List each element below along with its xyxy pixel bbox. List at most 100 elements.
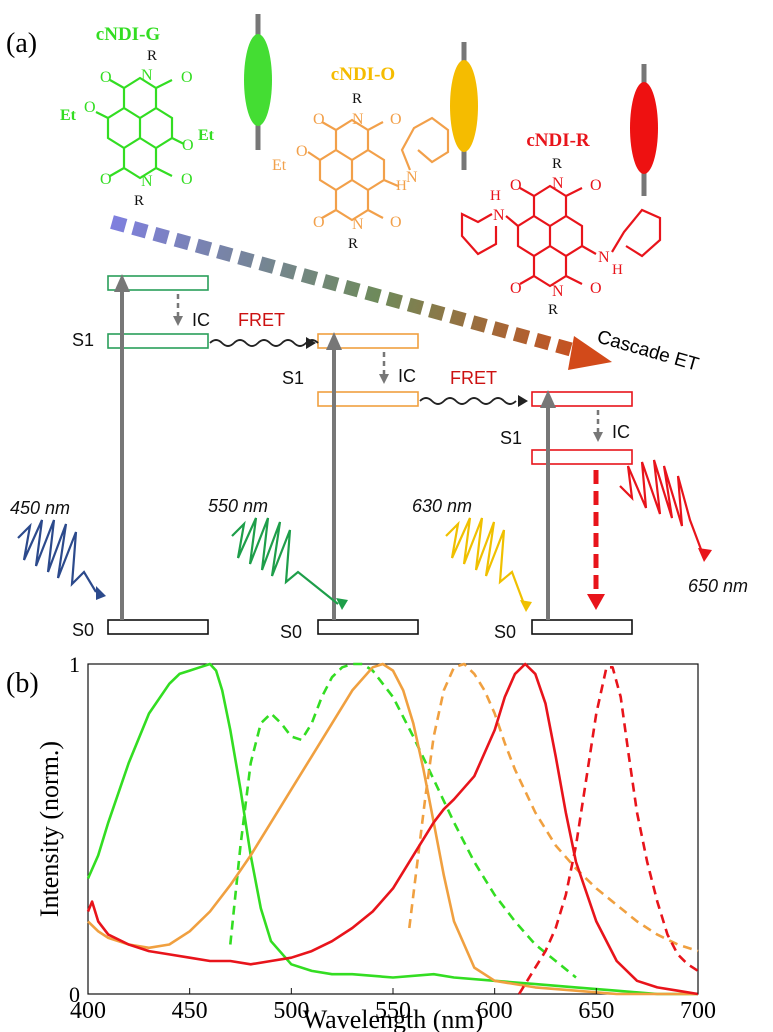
- atom-label: R: [134, 193, 144, 209]
- atom-label: N: [552, 283, 564, 300]
- ic-label-g: IC: [192, 310, 210, 330]
- fret-label-1: FRET: [238, 310, 285, 330]
- x-tick-label: 600: [477, 998, 513, 1024]
- y-tick-label: 1: [69, 652, 80, 677]
- ic-label-r: IC: [612, 422, 630, 442]
- level-o-s1-lower: [317, 391, 419, 407]
- atom-label: O: [390, 111, 402, 128]
- series-line-2: [87, 662, 698, 996]
- atom-label: R: [352, 91, 362, 107]
- s0-label-r: S0: [494, 622, 516, 642]
- light-450: [17, 519, 97, 593]
- y-axis-label: Intensity (norm.): [35, 741, 64, 917]
- atom-label: R: [147, 48, 157, 64]
- atom-label: H: [490, 188, 501, 204]
- atom-label: N: [352, 216, 364, 233]
- wl-550: 550 nm: [208, 496, 268, 516]
- level-g-s1-lower: [107, 333, 209, 349]
- chromophore-ellipse-g: [244, 14, 272, 150]
- level-o-s1-upper: [317, 333, 419, 349]
- atom-label: O: [100, 171, 112, 188]
- fret-arrows: [209, 337, 528, 407]
- atom-label: Et: [198, 127, 215, 144]
- level-g-s1-upper: [107, 275, 209, 291]
- level-o-s0: [317, 619, 419, 635]
- series-line-3: [408, 662, 699, 953]
- x-tick-label: 450: [172, 998, 208, 1024]
- atom-label: R: [552, 156, 562, 172]
- molecule-name-r: cNDI-R: [526, 130, 590, 151]
- s0-label-o: S0: [280, 622, 302, 642]
- molecule-cndi-g: cNDI-G R N O O Et O O Et O O N R: [60, 24, 215, 209]
- chromophore-ellipse-r: [630, 64, 658, 196]
- series-line-1: [229, 662, 577, 979]
- y-tick-label: 0: [69, 982, 80, 1007]
- panel-a-label: (a): [6, 28, 37, 59]
- s1-label-r: S1: [500, 428, 522, 448]
- x-tick-label: 650: [578, 998, 614, 1024]
- atom-label: O: [590, 177, 602, 194]
- level-g-s0: [107, 619, 209, 635]
- level-r-s0: [531, 619, 633, 635]
- ic-label-o: IC: [398, 366, 416, 386]
- molecule-name-o: cNDI-O: [331, 64, 395, 85]
- atom-label: H: [396, 178, 407, 194]
- atom-label: R: [548, 302, 558, 318]
- wl-450: 450 nm: [10, 498, 70, 518]
- excitation-lights: [17, 459, 712, 612]
- s1-label-g: S1: [72, 330, 94, 350]
- atom-label: R: [348, 236, 358, 252]
- atom-label: O: [390, 214, 402, 231]
- atom-label: N: [598, 249, 610, 266]
- x-tick-label: 700: [680, 998, 716, 1024]
- s1-label-o: S1: [282, 368, 304, 388]
- energy-levels: [107, 275, 633, 635]
- molecule-cndi-r: cNDI-R R N O O H N N H O O N R: [460, 130, 662, 318]
- series-line-4: [86, 662, 699, 996]
- atom-label: O: [590, 280, 602, 297]
- molecule-name-g: cNDI-G: [96, 24, 161, 45]
- x-tick-label: 400: [70, 998, 106, 1024]
- series-line-5: [517, 666, 699, 995]
- chromophore-ellipse-o: [450, 42, 478, 170]
- atom-label: Et: [60, 107, 77, 124]
- atom-label: O: [182, 137, 194, 154]
- atom-label: N: [552, 175, 564, 192]
- x-axis-label: Wavelength (nm): [303, 1005, 484, 1032]
- atom-label: N: [406, 169, 418, 186]
- wl-650: 650 nm: [688, 576, 748, 596]
- atom-label: Et: [272, 157, 287, 174]
- atom-label: O: [181, 171, 193, 188]
- molecule-cndi-o: cNDI-O R N O O Et O H N O O N R: [272, 64, 450, 252]
- tick-layer: 400 450 500 550 600 650 700 0 1: [69, 652, 716, 1024]
- atom-label: O: [313, 214, 325, 231]
- emission-arrow: [587, 470, 605, 610]
- level-labels: S1 S1 S1 S0 S0 S0 IC IC IC FRET FRET: [72, 310, 630, 642]
- plot-frame: [87, 663, 699, 995]
- atom-label: O: [510, 280, 522, 297]
- series-line-0: [86, 662, 698, 996]
- atom-label: O: [313, 111, 325, 128]
- atom-label: O: [510, 177, 522, 194]
- series-layer: [86, 662, 699, 996]
- level-r-s1-lower: [531, 449, 633, 465]
- excitation-arrows: [114, 274, 556, 620]
- level-r-s1-upper: [531, 391, 633, 407]
- atom-label: O: [296, 143, 308, 160]
- atom-label: N: [141, 173, 153, 190]
- x-tick-label: 550: [375, 998, 411, 1024]
- s0-label-g: S0: [72, 620, 94, 640]
- atom-label: O: [181, 69, 193, 86]
- atom-label: O: [84, 99, 96, 116]
- atom-label: N: [352, 111, 364, 128]
- fret-label-2: FRET: [450, 368, 497, 388]
- atom-label: O: [100, 69, 112, 86]
- light-630: [445, 517, 526, 605]
- wavelength-labels: 450 nm 550 nm 630 nm 650 nm: [10, 496, 748, 596]
- cascade-label: Cascade ET: [595, 327, 702, 376]
- x-tick-label: 500: [273, 998, 309, 1024]
- light-650: [619, 459, 704, 553]
- light-550: [231, 517, 339, 605]
